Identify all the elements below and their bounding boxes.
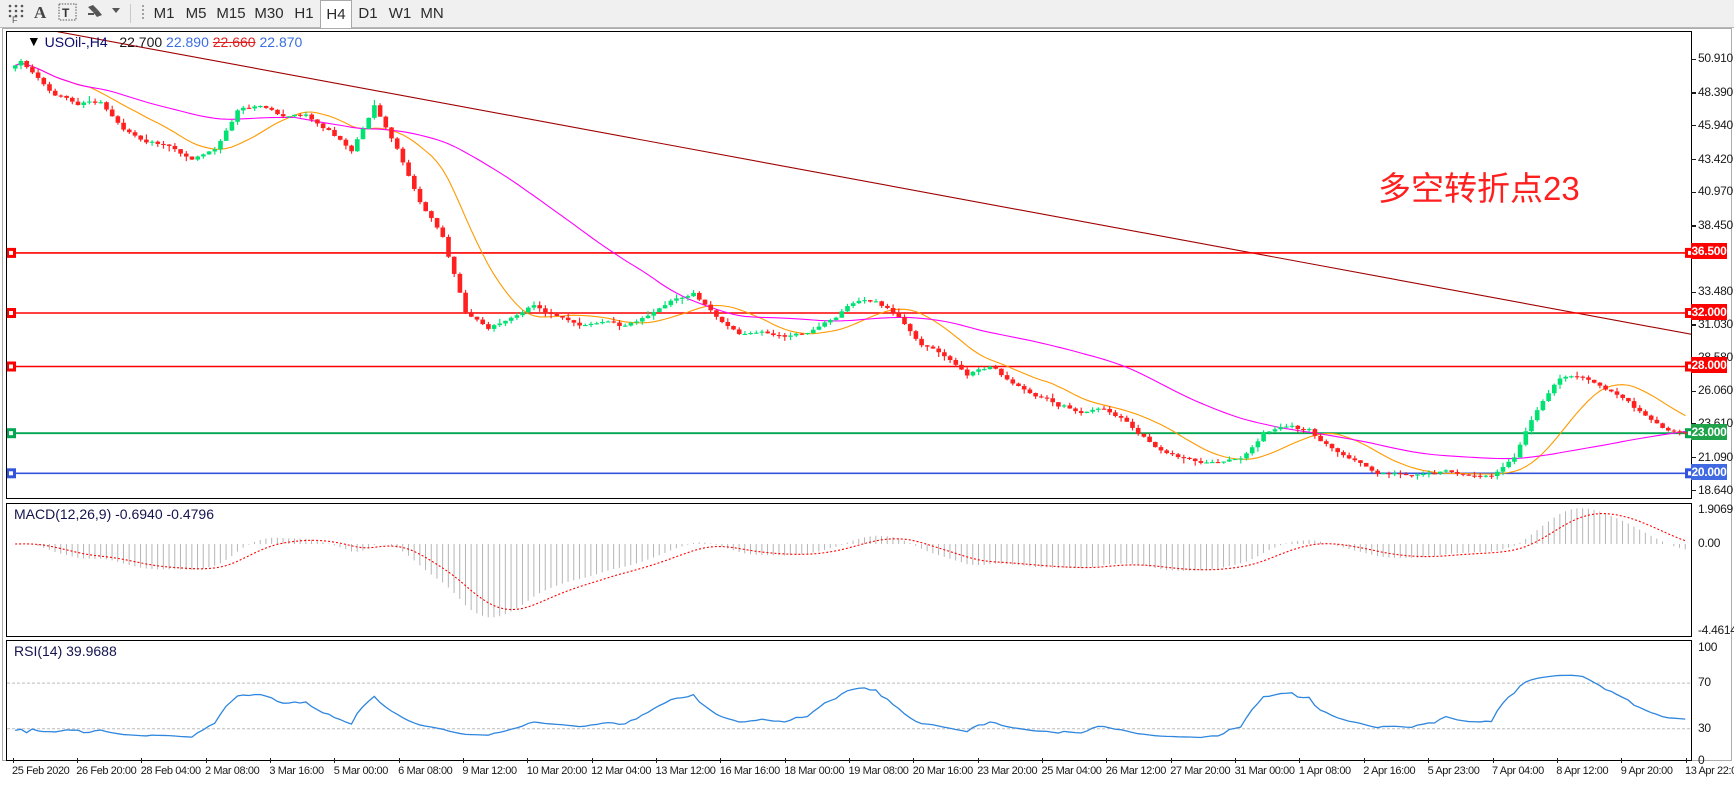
svg-text:F: F xyxy=(12,15,18,23)
svg-text:T: T xyxy=(62,6,70,20)
